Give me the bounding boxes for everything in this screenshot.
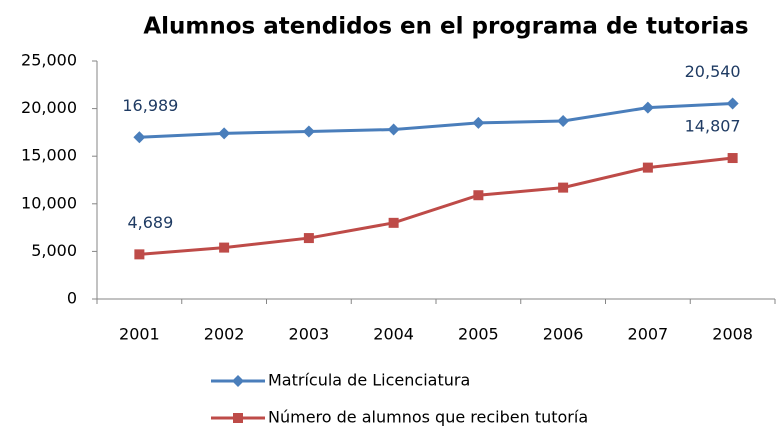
marker xyxy=(232,375,244,387)
marker xyxy=(219,242,230,253)
y-tick-label: 10,000 xyxy=(21,193,77,212)
series-line xyxy=(139,156,733,256)
y-tick-label: 20,000 xyxy=(21,98,77,117)
x-tick-label: 2004 xyxy=(373,325,414,344)
chart-title: Alumnos atendidos en el programa de tuto… xyxy=(143,14,748,40)
marker xyxy=(233,413,243,423)
marker xyxy=(473,190,484,201)
marker xyxy=(302,125,315,138)
marker xyxy=(727,153,738,164)
marker xyxy=(472,116,485,129)
data-label: 16,989 xyxy=(122,96,178,115)
y-tick-label: 25,000 xyxy=(21,51,77,70)
y-tick-label: 15,000 xyxy=(21,146,77,165)
data-label: 20,540 xyxy=(685,62,741,81)
marker xyxy=(558,182,569,193)
marker xyxy=(641,101,654,114)
legend-label: Matrícula de Licenciatura xyxy=(268,371,470,390)
x-tick-label: 2002 xyxy=(204,325,245,344)
x-tick-label: 2001 xyxy=(119,325,160,344)
x-tick-label: 2006 xyxy=(543,325,584,344)
marker xyxy=(134,249,145,260)
marker xyxy=(557,114,570,127)
marker xyxy=(726,97,739,110)
marker xyxy=(642,162,653,173)
x-tick-label: 2007 xyxy=(628,325,669,344)
x-tick-label: 2003 xyxy=(289,325,330,344)
marker xyxy=(303,233,314,244)
y-tick-label: 5,000 xyxy=(31,241,77,260)
marker xyxy=(218,127,231,140)
y-tick-label: 0 xyxy=(67,289,77,308)
x-tick-label: 2008 xyxy=(712,325,753,344)
x-tick-label: 2005 xyxy=(458,325,499,344)
data-label: 14,807 xyxy=(685,117,741,136)
data-label: 4,689 xyxy=(127,213,173,232)
marker xyxy=(133,131,146,144)
series-line xyxy=(139,101,733,139)
legend-label: Número de alumnos que reciben tutoría xyxy=(268,408,588,427)
marker xyxy=(388,217,399,228)
marker xyxy=(387,123,400,136)
